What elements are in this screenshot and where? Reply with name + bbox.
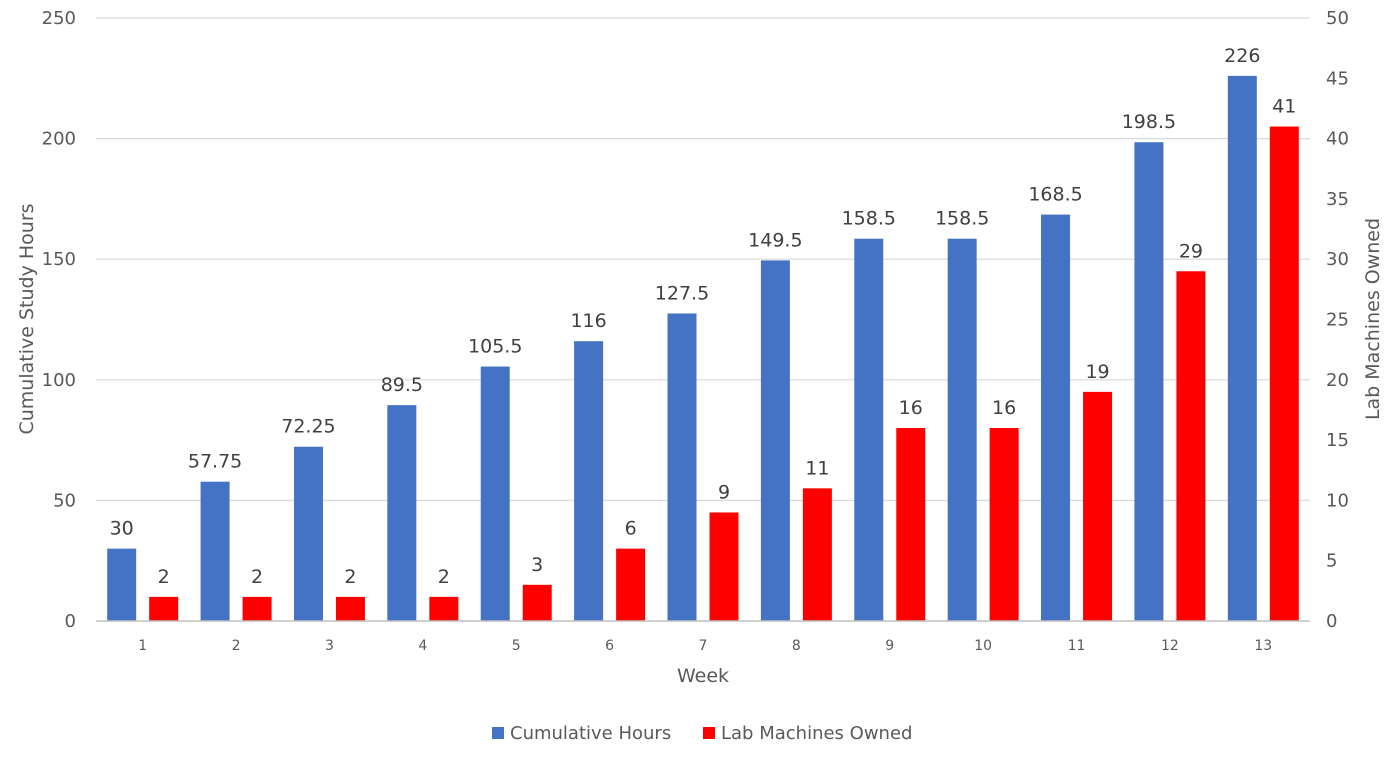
bar-lab-machines-owned xyxy=(616,548,646,621)
bar-cumulative-hours xyxy=(667,313,697,621)
bar-cumulative-hours xyxy=(480,366,510,621)
data-label-cumulative-hours: 105.5 xyxy=(468,336,522,358)
data-label-cumulative-hours: 116 xyxy=(570,310,606,332)
data-label-cumulative-hours: 89.5 xyxy=(381,374,423,396)
legend-label-lab-machines-owned: Lab Machines Owned xyxy=(721,723,912,744)
legend-label-cumulative-hours: Cumulative Hours xyxy=(510,723,671,744)
bar-cumulative-hours xyxy=(107,548,137,621)
x-axis-tick-label: 11 xyxy=(1068,638,1086,654)
data-label-lab-machines-owned: 41 xyxy=(1272,96,1296,118)
right-axis-tick-label: 35 xyxy=(1326,189,1349,210)
data-label-cumulative-hours: 57.75 xyxy=(188,451,242,473)
x-axis-tick-label: 9 xyxy=(885,638,894,654)
bar-lab-machines-owned xyxy=(429,596,459,621)
right-axis-title: Lab Machines Owned xyxy=(1362,218,1384,420)
data-label-lab-machines-owned: 6 xyxy=(625,518,637,540)
right-axis-tick-label: 45 xyxy=(1326,68,1349,89)
bar-cumulative-hours xyxy=(387,405,417,621)
data-label-lab-machines-owned: 2 xyxy=(251,566,263,588)
bars xyxy=(107,75,1299,621)
data-label-lab-machines-owned: 16 xyxy=(992,397,1016,419)
data-label-cumulative-hours: 226 xyxy=(1224,45,1260,67)
bar-cumulative-hours xyxy=(760,260,790,621)
x-axis-tick-label: 12 xyxy=(1161,638,1179,654)
legend-swatch-lab-machines-owned xyxy=(703,727,715,739)
bar-lab-machines-owned xyxy=(149,596,179,621)
x-axis-tick-label: 3 xyxy=(325,638,334,654)
right-axis-ticks: 0 5 10 15 20 25 30 35 40 45 50 xyxy=(1326,8,1349,632)
left-axis-ticks: 0 50 100 150 200 250 xyxy=(42,8,76,632)
data-label-cumulative-hours: 30 xyxy=(110,518,134,540)
bar-lab-machines-owned xyxy=(896,428,926,621)
bar-lab-machines-owned xyxy=(1083,391,1113,621)
left-axis-tick-label: 50 xyxy=(53,490,76,511)
bar-lab-machines-owned xyxy=(709,512,739,621)
left-axis-tick-label: 100 xyxy=(42,370,76,391)
data-label-cumulative-hours: 149.5 xyxy=(748,229,802,251)
bar-cumulative-hours xyxy=(854,238,884,621)
bar-lab-machines-owned xyxy=(1269,126,1299,621)
bar-cumulative-hours xyxy=(1227,75,1257,621)
bar-lab-machines-owned xyxy=(522,584,552,621)
data-label-cumulative-hours: 72.25 xyxy=(281,416,335,438)
data-label-cumulative-hours: 127.5 xyxy=(655,282,709,304)
x-axis-tick-label: 7 xyxy=(699,638,708,654)
left-axis-title: Cumulative Study Hours xyxy=(16,203,38,434)
bar-cumulative-hours xyxy=(947,238,977,621)
data-label-lab-machines-owned: 29 xyxy=(1179,240,1203,262)
data-label-cumulative-hours: 158.5 xyxy=(935,208,989,230)
data-label-lab-machines-owned: 2 xyxy=(158,566,170,588)
data-label-lab-machines-owned: 2 xyxy=(438,566,450,588)
data-label-lab-machines-owned: 3 xyxy=(531,554,543,576)
data-label-cumulative-hours: 158.5 xyxy=(842,208,896,230)
legend: Cumulative Hours Lab Machines Owned xyxy=(492,723,912,744)
right-axis-tick-label: 5 xyxy=(1326,551,1337,572)
x-axis-tick-label: 2 xyxy=(232,638,241,654)
legend-swatch-cumulative-hours xyxy=(492,727,504,739)
bar-lab-machines-owned xyxy=(989,428,1019,621)
bar-lab-machines-owned xyxy=(335,596,365,621)
right-axis-tick-label: 30 xyxy=(1326,249,1349,270)
left-axis-tick-label: 150 xyxy=(42,249,76,270)
right-axis-tick-label: 15 xyxy=(1326,430,1349,451)
data-label-cumulative-hours: 198.5 xyxy=(1122,111,1176,133)
left-axis-tick-label: 0 xyxy=(65,611,76,632)
right-axis-tick-label: 40 xyxy=(1326,129,1349,150)
x-axis-ticks: 1 2 3 4 5 6 7 8 9 10 11 12 13 xyxy=(138,638,1272,654)
right-axis-tick-label: 10 xyxy=(1326,490,1349,511)
bar-lab-machines-owned xyxy=(802,488,832,621)
right-axis-tick-label: 0 xyxy=(1326,611,1337,632)
data-label-lab-machines-owned: 2 xyxy=(344,566,356,588)
bar-cumulative-hours xyxy=(1134,142,1164,621)
x-axis-tick-label: 13 xyxy=(1254,638,1272,654)
x-axis-tick-label: 1 xyxy=(138,638,147,654)
bar-lab-machines-owned xyxy=(1176,271,1206,621)
data-label-lab-machines-owned: 9 xyxy=(718,481,730,503)
right-axis-tick-label: 50 xyxy=(1326,8,1349,29)
x-axis-tick-label: 5 xyxy=(512,638,521,654)
bar-cumulative-hours xyxy=(200,481,230,621)
data-label-lab-machines-owned: 19 xyxy=(1085,361,1109,383)
data-label-cumulative-hours: 168.5 xyxy=(1028,184,1082,206)
x-axis-tick-label: 10 xyxy=(974,638,992,654)
left-axis-tick-label: 200 xyxy=(42,129,76,150)
right-axis-tick-label: 20 xyxy=(1326,370,1349,391)
x-axis-tick-label: 4 xyxy=(418,638,427,654)
x-axis-title: Week xyxy=(677,665,729,687)
bar-cumulative-hours xyxy=(574,341,604,621)
data-label-lab-machines-owned: 11 xyxy=(805,457,829,479)
x-axis-tick-label: 8 xyxy=(792,638,801,654)
x-axis-tick-label: 6 xyxy=(605,638,614,654)
bar-cumulative-hours xyxy=(293,446,323,621)
data-label-lab-machines-owned: 16 xyxy=(899,397,923,419)
left-axis-tick-label: 250 xyxy=(42,8,76,29)
bar-cumulative-hours xyxy=(1041,214,1071,621)
right-axis-tick-label: 25 xyxy=(1326,310,1349,331)
bar-lab-machines-owned xyxy=(242,596,272,621)
gridlines xyxy=(96,17,1310,501)
